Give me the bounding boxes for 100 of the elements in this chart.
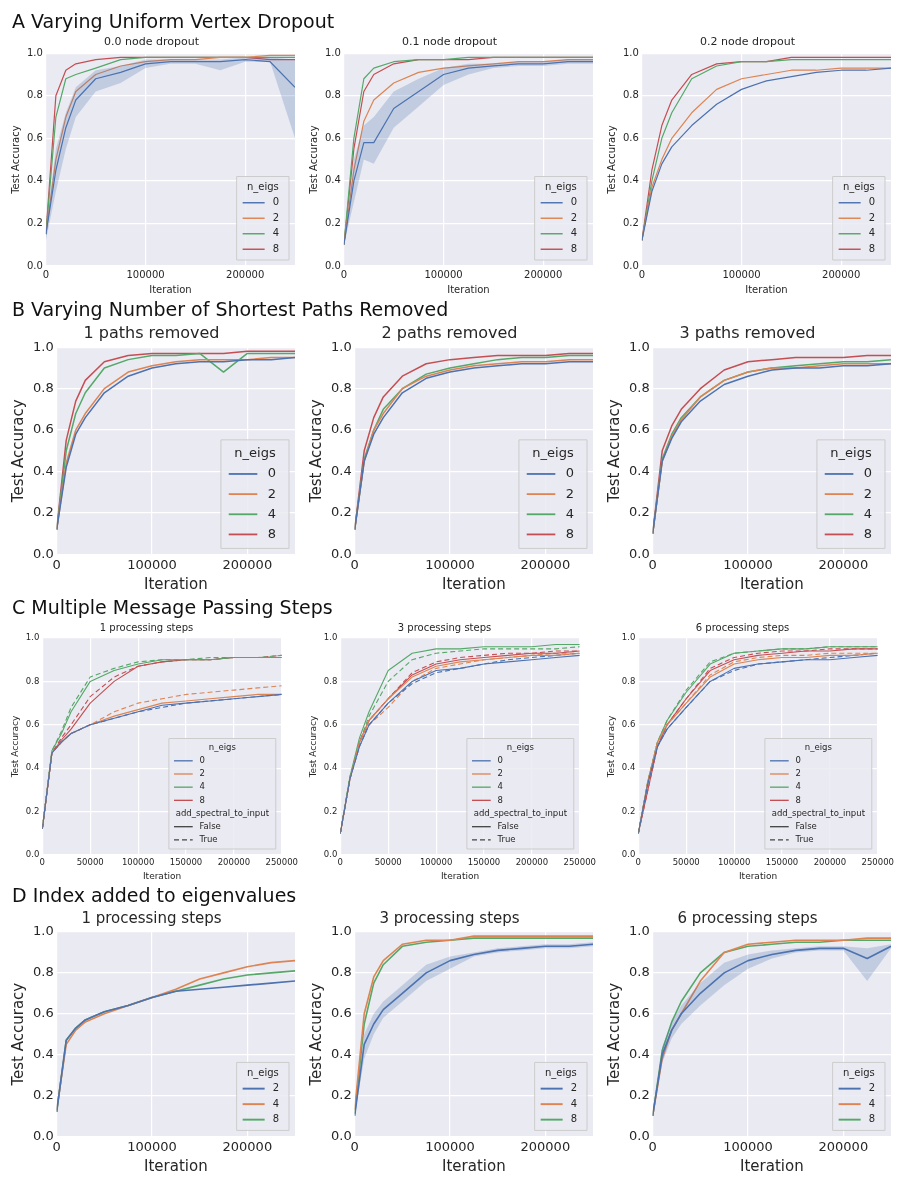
y-axis-title: Test Accuracy: [8, 982, 27, 1087]
y-tick-label: 0.2: [325, 217, 341, 229]
legend-label: 4: [795, 781, 801, 792]
x-axis-title: Iteration: [442, 574, 506, 593]
y-tick-label: 0.8: [325, 89, 341, 101]
chart-title: 0.1 node dropout: [402, 35, 498, 49]
y-tick-label: 0.4: [323, 762, 338, 773]
y-tick-label: 0.2: [621, 805, 636, 816]
y-tick-label: 1.0: [621, 632, 636, 643]
legend-label: 4: [272, 227, 280, 239]
legend-title: n_eigs: [246, 1066, 279, 1079]
y-tick-label: 0.2: [32, 504, 54, 520]
x-tick-label: 100000: [425, 1138, 475, 1154]
x-tick-label: 100000: [723, 1138, 773, 1154]
y-tick-label: 0.8: [621, 675, 636, 686]
x-tick-label: 150000: [467, 857, 501, 868]
legend-label: 8: [570, 1113, 578, 1125]
legend-label: 2: [868, 1082, 876, 1094]
y-tick-label: 0.2: [32, 1086, 54, 1102]
chart-title: 6 processing steps: [677, 908, 818, 927]
annotation: add_spectral_to_input: [175, 807, 270, 818]
x-tick-label: 250000: [265, 857, 298, 868]
y-tick-label: 1.0: [27, 46, 43, 58]
y-tick-label: 0.8: [323, 675, 338, 686]
legend-label: 4: [570, 227, 578, 239]
y-tick-label: 0.4: [621, 762, 636, 773]
annotation: True: [496, 834, 516, 845]
x-axis-title: Iteration: [144, 1156, 208, 1175]
y-tick-label: 0.4: [27, 174, 43, 186]
chart-title: 2 paths removed: [381, 322, 518, 342]
legend-label: 4: [868, 1097, 876, 1109]
legend-label: 4: [199, 781, 205, 792]
legend-title: n_eigs: [506, 741, 535, 752]
x-tick-label: 200000: [524, 268, 563, 280]
x-tick-label: 200000: [515, 857, 549, 868]
y-tick-label: 0.4: [32, 462, 54, 478]
y-tick-label: 0.4: [330, 1046, 352, 1062]
legend-label: 8: [272, 1113, 280, 1125]
legend-label: 8: [565, 525, 575, 541]
x-tick-label: 0: [648, 556, 657, 572]
legend-title: n_eigs: [208, 741, 237, 752]
legend-label: 2: [497, 768, 503, 779]
x-tick-label: 0: [638, 268, 646, 280]
x-tick-label: 0: [52, 556, 61, 572]
y-axis-title: Test Accuracy: [605, 715, 616, 779]
y-tick-label: 0.6: [628, 1005, 650, 1021]
legend-label: 4: [497, 781, 503, 792]
y-tick-label: 0.6: [27, 131, 43, 143]
legend-label: 2: [795, 768, 801, 779]
x-tick-label: 250000: [861, 857, 894, 868]
y-tick-label: 0.2: [330, 1086, 352, 1102]
y-tick-label: 0.8: [628, 380, 650, 396]
x-tick-label: 200000: [813, 857, 847, 868]
x-tick-label: 200000: [222, 1138, 273, 1154]
annotation: False: [199, 820, 221, 831]
y-tick-label: 0.2: [628, 1086, 650, 1102]
legend-label: 4: [565, 505, 575, 521]
legend-label: 8: [863, 525, 873, 541]
y-axis-title: Test Accuracy: [605, 125, 617, 195]
legend-label: 0: [267, 465, 277, 481]
y-tick-label: 0.4: [628, 462, 650, 478]
y-axis-title: Test Accuracy: [604, 399, 623, 504]
y-tick-label: 0.6: [330, 1005, 352, 1021]
x-tick-label: 0: [350, 556, 359, 572]
legend-label: 8: [868, 1113, 876, 1125]
y-tick-label: 0.4: [32, 1046, 54, 1062]
legend-title: n_eigs: [544, 1066, 577, 1079]
y-tick-label: 0.0: [323, 849, 338, 860]
x-axis-title: Iteration: [745, 283, 788, 295]
legend-label: 2: [272, 211, 280, 223]
x-tick-label: 100000: [121, 857, 155, 868]
legend-label: 4: [267, 505, 277, 521]
y-tick-label: 0.0: [623, 259, 639, 271]
chart-subtitle: C Multiple Message Passing Steps: [11, 595, 334, 620]
x-tick-label: 100000: [424, 268, 463, 280]
x-tick-label: 0: [340, 268, 348, 280]
y-tick-label: 0.4: [330, 462, 352, 478]
x-tick-label: 100000: [723, 556, 773, 572]
y-tick-label: 0.4: [325, 174, 341, 186]
legend-label: 2: [570, 211, 578, 223]
x-tick-label: 200000: [217, 857, 251, 868]
chart-subtitle: B Varying Number of Shortest Paths Removed: [11, 297, 450, 322]
y-tick-label: 0.8: [628, 964, 650, 980]
x-tick-label: 100000: [425, 556, 475, 572]
legend-title: n_eigs: [544, 180, 577, 193]
x-tick-label: 50000: [76, 857, 104, 868]
x-axis-title: Iteration: [740, 574, 804, 593]
annotation: add_spectral_to_input: [473, 807, 568, 818]
y-tick-label: 1.0: [330, 338, 352, 354]
chart-subtitle: A Varying Uniform Vertex Dropout: [11, 9, 336, 34]
y-tick-label: 0.6: [323, 719, 338, 729]
y-tick-label: 1.0: [623, 46, 639, 58]
y-axis-title: Test Accuracy: [306, 399, 325, 504]
y-tick-label: 0.6: [330, 421, 352, 437]
legend-label: 4: [863, 505, 873, 521]
chart-title: 1 processing steps: [99, 621, 194, 633]
x-tick-label: 200000: [818, 556, 869, 572]
y-tick-label: 1.0: [325, 46, 341, 58]
y-tick-label: 0.4: [623, 174, 639, 186]
x-axis-title: Iteration: [447, 283, 490, 295]
